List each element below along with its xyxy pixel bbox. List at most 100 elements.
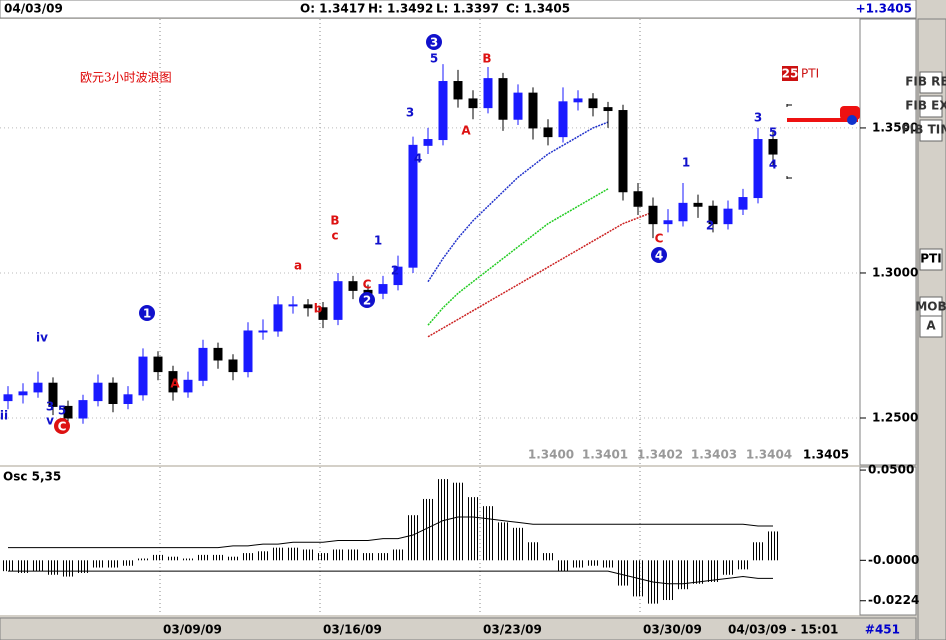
candle-body	[468, 98, 478, 109]
osc-bar	[153, 554, 163, 561]
wave-label: A	[170, 377, 180, 391]
date-label: 03/16/09	[323, 623, 382, 637]
marker-bracket	[786, 104, 792, 179]
header-date: 04/03/09	[4, 2, 63, 16]
tool-button[interactable]	[919, 95, 943, 118]
wave-label: C	[363, 278, 372, 292]
candle-body	[378, 284, 388, 294]
osc-bar	[168, 556, 178, 561]
y-tick-label: -0.0000	[868, 553, 919, 567]
osc-bar	[618, 560, 628, 586]
wave-label: b	[314, 302, 323, 316]
tool-button[interactable]	[919, 119, 943, 142]
marker-label: PTI	[801, 67, 819, 81]
wave-label: a	[294, 259, 302, 273]
osc-bar	[483, 506, 493, 561]
osc-bar	[528, 542, 538, 561]
wave-label: B	[482, 52, 491, 66]
osc-bar	[273, 547, 283, 561]
wave-circle	[54, 418, 70, 434]
marker-count: 25	[782, 67, 799, 81]
osc-bar	[123, 560, 133, 566]
plot: 03/09/09 03/16/09 03/23/09 03/30/09 04/03/09…	[0, 19, 919, 637]
osc-bar	[423, 498, 433, 561]
wave-label: C	[58, 420, 67, 434]
candle-body	[48, 382, 58, 407]
osc-bar	[678, 560, 688, 590]
wave-label: 5	[430, 52, 438, 66]
scale-label: 1.3403	[691, 448, 737, 462]
ma-line	[427, 188, 609, 326]
wave-circle	[139, 305, 155, 321]
wave-label: 4	[414, 152, 422, 166]
candle-body	[558, 101, 568, 138]
osc-bar	[288, 547, 298, 561]
candle-body	[393, 266, 403, 286]
candle-body	[78, 400, 88, 419]
osc-bar	[198, 554, 208, 561]
tool-label: MOB	[915, 300, 946, 314]
candle-body	[243, 330, 253, 373]
wave-label: 2	[363, 294, 371, 308]
osc-bar	[663, 560, 673, 601]
osc-title: Osc 5,35	[3, 470, 61, 484]
candle-body	[408, 144, 418, 268]
tool-label: FIB RET	[905, 75, 946, 89]
wave-label: c	[331, 229, 338, 243]
scale-label: 1.3400	[528, 448, 574, 462]
candle-body	[588, 98, 598, 109]
candle-body	[288, 304, 298, 307]
candle-body	[63, 405, 73, 419]
candle-body	[528, 92, 538, 129]
candle-body	[678, 202, 688, 222]
tool-button[interactable]	[919, 71, 943, 94]
candle-body	[213, 347, 223, 361]
osc-bar	[78, 560, 88, 573]
candle-body	[453, 81, 463, 100]
scale-label: 1.3402	[637, 448, 683, 462]
osc-bar	[693, 560, 703, 584]
wave-label: 4	[769, 158, 777, 172]
candle-body	[153, 356, 163, 373]
osc-bar	[393, 549, 403, 561]
osc-bar	[558, 560, 568, 572]
osc-bar	[228, 556, 238, 561]
osc-bar	[768, 531, 778, 561]
candle-body	[633, 191, 643, 207]
osc-bar	[213, 554, 223, 561]
date-label: 04/03/09 - 15:01	[728, 623, 838, 637]
tool-button[interactable]	[919, 248, 943, 271]
osc-bar	[243, 553, 253, 561]
tool-label: PTI	[920, 252, 941, 266]
osc-bar	[108, 560, 118, 568]
candle-body	[168, 371, 178, 393]
tool-label: FIB EXT	[905, 99, 946, 113]
candle-body	[648, 205, 658, 225]
wave-label: v	[46, 414, 54, 428]
candle-body	[693, 202, 703, 207]
scale-label: 1.3405	[803, 448, 849, 462]
wave-label: 2	[706, 219, 714, 233]
marker-box	[782, 66, 798, 81]
candle-body	[663, 220, 673, 225]
chart-title: 欧元3小时波浪图	[80, 70, 172, 85]
candle-body	[3, 394, 13, 402]
candle-body	[723, 208, 733, 225]
candle-body	[273, 304, 283, 332]
y-tick-label: 1.3500	[872, 120, 918, 134]
ma-line	[427, 121, 609, 283]
candle-body	[348, 281, 358, 291]
header-bar	[0, 0, 917, 19]
candle-body	[573, 98, 583, 103]
candle-body	[708, 205, 718, 225]
candle-body	[603, 107, 613, 112]
osc-bar	[93, 560, 103, 568]
wave-label: 3	[430, 36, 438, 50]
wave-label: 3	[406, 106, 414, 120]
wave-label: 2	[391, 264, 399, 278]
osc-line	[8, 516, 773, 549]
header-close: C: 1.3405	[506, 2, 570, 16]
tool-button[interactable]	[919, 315, 943, 338]
